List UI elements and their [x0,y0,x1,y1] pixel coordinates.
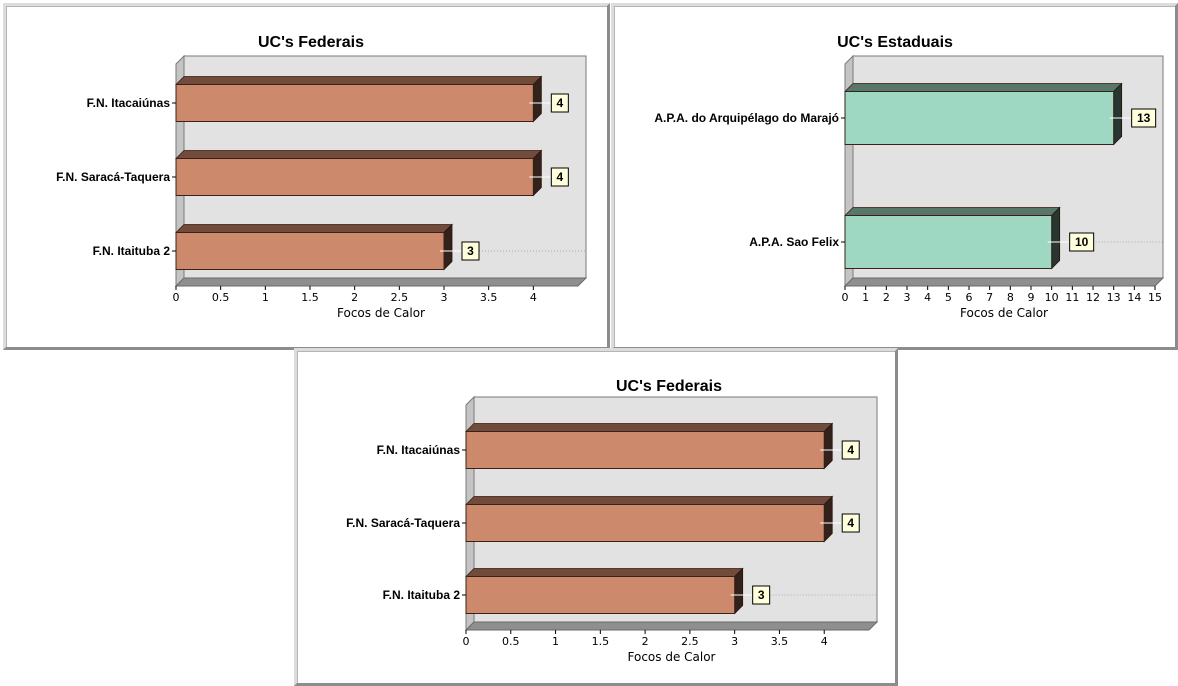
x-tick-label: 0 [463,635,470,648]
bar-side [443,223,453,271]
x-tick-label: 6 [966,291,973,304]
bar-top [844,207,1061,216]
x-tick-label: 8 [1007,291,1014,304]
chart-title: UC's Federais [258,34,364,51]
x-tick-label: 4 [821,635,828,648]
bar-side [1051,206,1061,270]
x-tick-label: 0 [842,291,849,304]
x-axis-label: Focos de Calor [337,306,425,320]
category-label: A.P.A. do Arquipélago do Marajó [654,111,839,125]
bar [175,84,534,122]
category-label: F.N. Saracá-Taquera [346,516,460,530]
plot-floor [843,277,1165,287]
value-label: 4 [556,170,563,184]
category-label: F.N. Itaituba 2 [93,244,171,258]
category-label: A.P.A. Sao Felix [749,235,839,249]
x-tick-label: 11 [1065,291,1079,304]
category-label: F.N. Saracá-Taquera [56,170,170,184]
x-tick-label: 1.5 [592,635,610,648]
bar-top [844,83,1123,92]
x-tick-label: 13 [1107,291,1121,304]
x-tick-label: 2.5 [681,635,699,648]
value-label: 4 [847,516,854,530]
chart-federais-1: UC's Federais F.N. Itacaiúnas 4 F.N. Saracá… [56,34,588,320]
x-tick-label: 15 [1148,291,1162,304]
bar [175,158,534,196]
chart-federais-2: UC's Federais F.N. Itacaiúnas 4 F.N. Saracá… [346,378,879,664]
value-label: 4 [847,443,854,457]
value-label-box [461,241,480,261]
value-label-box [841,440,860,460]
value-label-box [841,513,860,533]
bar-side [823,495,833,543]
value-label: 10 [1075,235,1089,249]
x-tick-label: 4 [530,291,537,304]
x-tick-label: 14 [1127,291,1141,304]
bar-top [175,150,543,159]
category-label: F.N. Itacaiúnas [377,443,461,457]
category-label: F.N. Itaituba 2 [383,588,461,602]
bar [844,215,1053,269]
value-label-box [550,167,569,187]
x-axis-label: Focos de Calor [628,650,716,664]
bar-top [175,224,453,233]
value-label-box [550,93,569,113]
x-tick-label: 2 [351,291,358,304]
x-tick-label: 0.5 [212,291,230,304]
chart-panel-estaduais: UC's Estaduais A.P.A. do Arquipélago do M… [611,3,1178,350]
x-tick-label: 1 [262,291,269,304]
x-tick-label: 0 [173,291,180,304]
chart-panel-federais-2: UC's Federais F.N. Itacaiúnas 4 F.N. Saracá… [294,348,898,686]
chart-title: UC's Federais [616,378,722,395]
x-tick-label: 10 [1045,291,1059,304]
x-tick-label: 3 [904,291,911,304]
value-label-box [1131,108,1157,128]
bar [844,91,1115,145]
value-label-box [752,585,771,605]
x-tick-label: 2.5 [391,291,409,304]
x-axis-label: Focos de Calor [960,306,1048,320]
x-tick-label: 1.5 [301,291,319,304]
bar-top [175,76,543,85]
value-label-box [1069,232,1095,252]
bar-side [532,75,542,123]
x-tick-label: 5 [945,291,952,304]
bar-top [465,423,834,432]
x-tick-label: 7 [986,291,993,304]
chart-estaduais: UC's Estaduais A.P.A. do Arquipélago do M… [654,34,1165,320]
bar [465,504,825,542]
x-tick-label: 2 [883,291,890,304]
plot-floor [174,277,588,287]
x-tick-label: 3 [441,291,448,304]
bar [465,576,736,614]
bar-side [823,422,833,470]
x-tick-label: 1 [552,635,559,648]
value-label: 3 [758,588,765,602]
value-label: 13 [1137,111,1151,125]
x-tick-label: 2 [642,635,649,648]
bar-side [532,149,542,197]
bar-top [465,496,834,505]
x-tick-label: 3 [731,635,738,648]
chart-title: UC's Estaduais [837,34,953,51]
category-label: F.N. Itacaiúnas [87,96,171,110]
x-tick-label: 3.5 [480,291,498,304]
x-tick-label: 4 [924,291,931,304]
value-label: 3 [467,244,474,258]
bar-side [1113,82,1123,146]
chart-panel-federais-1: UC's Federais F.N. Itacaiúnas 4 F.N. Saracá… [3,3,610,350]
x-tick-label: 9 [1028,291,1035,304]
bar [175,232,445,270]
bar [465,431,825,469]
plot-floor [464,621,879,631]
bar-side [734,567,744,615]
x-tick-label: 3.5 [771,635,789,648]
bar-top [465,568,744,577]
x-tick-label: 12 [1086,291,1100,304]
x-tick-label: 0.5 [502,635,520,648]
value-label: 4 [556,96,563,110]
x-tick-label: 1 [862,291,869,304]
